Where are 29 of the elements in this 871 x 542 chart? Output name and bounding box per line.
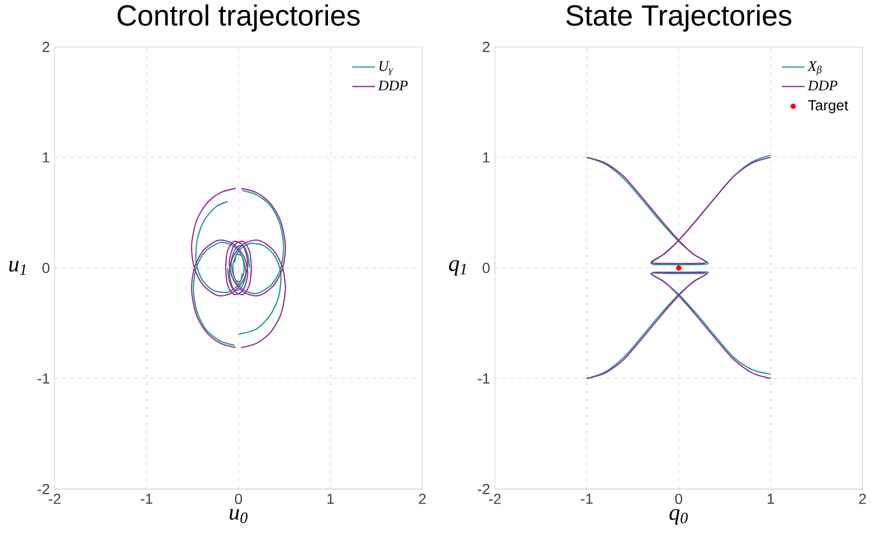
y-tick-label: 2 <box>482 42 490 52</box>
x-tick-label: 0 <box>675 494 682 504</box>
y-tick-label: -2 <box>38 484 50 494</box>
x-tick-label: -1 <box>140 494 152 504</box>
legend-label: U$_{γ}$ <box>379 61 393 76</box>
x-tick-label: 1 <box>768 494 774 504</box>
x-tick-label: 1 <box>327 494 334 504</box>
y-axis-title: q$_{1}$ <box>449 260 466 276</box>
legend-label: DDP <box>808 80 838 90</box>
legend-label: Target <box>808 100 848 114</box>
y-tick-label: 0 <box>482 262 490 274</box>
y-tick-label: -1 <box>478 374 490 384</box>
chart-title: Control trajectories <box>118 4 360 32</box>
y-tick-label: 2 <box>42 42 50 52</box>
x-tick-label: 2 <box>859 494 866 504</box>
y-tick-label: 0 <box>42 262 50 274</box>
x-tick-label: -1 <box>580 494 593 504</box>
x-tick-label: 0 <box>235 494 242 504</box>
x-axis-title: u$_{0}$ <box>230 509 248 524</box>
y-tick-label: 1 <box>42 152 50 163</box>
legend-label: DDP <box>378 80 408 90</box>
y-tick-label: 1 <box>483 152 490 163</box>
legend-label: X$_{β}$ <box>807 61 822 76</box>
y-axis-title: u$_{1}$ <box>9 261 26 275</box>
y-tick-label: -1 <box>38 374 50 384</box>
x-axis-title: q$_{0}$ <box>670 509 688 525</box>
chart-title: State Trajectories <box>566 4 792 32</box>
x-tick-label: 2 <box>419 494 426 504</box>
y-tick-label: -2 <box>478 484 490 494</box>
